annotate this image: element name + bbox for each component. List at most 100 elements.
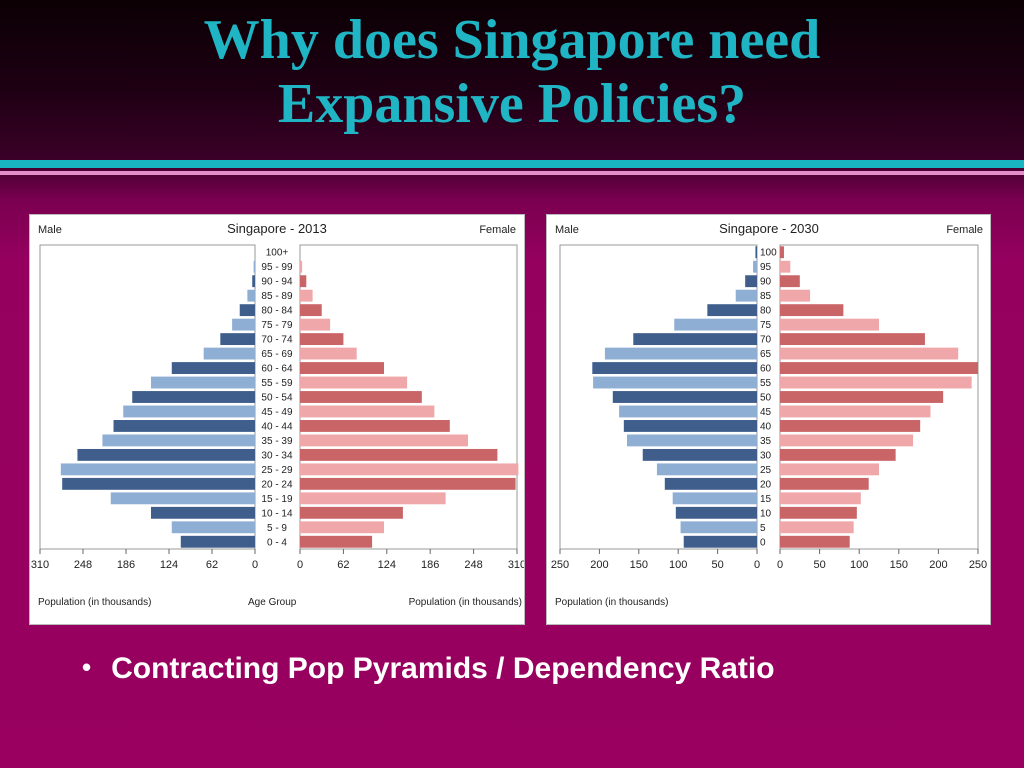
female-bar [780, 347, 959, 360]
female-bar [300, 434, 468, 447]
male-bar [252, 275, 255, 288]
male-bar [626, 434, 757, 447]
male-axis-title: Population (in thousands) [38, 597, 151, 608]
male-bar [755, 246, 757, 259]
male-bar [735, 289, 757, 302]
male-axis-tick-label: 150 [630, 559, 648, 571]
male-bar [180, 535, 255, 548]
age-group-label: 15 - 19 [261, 494, 293, 505]
slide-title: Why does Singapore need Expansive Polici… [0, 0, 1024, 136]
male-bar [239, 304, 255, 317]
female-axis-tick-label: 250 [969, 559, 987, 571]
age-group-label: 50 [760, 393, 772, 404]
age-group-label: 45 [760, 407, 772, 418]
age-group-label: 80 - 84 [261, 306, 293, 317]
age-group-label: 70 - 74 [261, 335, 293, 346]
male-bar [593, 376, 757, 389]
age-group-label: 90 [760, 277, 772, 288]
female-bar [780, 289, 811, 302]
age-group-label: 70 [760, 335, 772, 346]
female-bar [780, 376, 972, 389]
female-bar [780, 246, 784, 259]
male-bar [664, 477, 757, 490]
male-axis-tick-label: 186 [117, 559, 135, 571]
age-group-label: 100 [760, 248, 777, 259]
male-bar [672, 492, 757, 505]
age-group-label: 60 [760, 364, 772, 375]
male-bar [683, 535, 757, 548]
male-label: Male [38, 224, 62, 236]
bullet-item: • Contracting Pop Pyramids / Dependency R… [82, 652, 775, 692]
age-group-label: 10 [760, 508, 772, 519]
age-group-label: 95 - 99 [261, 262, 293, 273]
male-bar [123, 405, 256, 418]
male-axis-tick-label: 200 [590, 559, 608, 571]
male-axis-tick-label: 50 [711, 559, 723, 571]
age-group-label: 0 - 4 [267, 537, 287, 548]
age-group-label: 35 - 39 [261, 436, 293, 447]
male-axis-tick-label: 62 [206, 559, 218, 571]
male-bar [171, 521, 255, 534]
female-label: Female [946, 224, 983, 236]
female-bar [300, 275, 307, 288]
male-bar [247, 289, 255, 302]
age-group-label: 95 [760, 262, 772, 273]
male-axis-tick-label: 124 [160, 559, 178, 571]
female-bar [780, 275, 800, 288]
title-divider-teal [0, 160, 1024, 168]
pyramid-2013-chart: Male Singapore - 2013 Female 100+ 95 - 99 90 … [31, 221, 524, 608]
male-bar [102, 434, 255, 447]
male-bar [612, 391, 757, 403]
female-bar [300, 289, 313, 302]
female-axis-tick-label: 0 [777, 559, 783, 571]
female-bar [300, 333, 344, 346]
female-bar [780, 420, 921, 432]
age-group-label: 20 - 24 [261, 479, 293, 490]
bullet-text: Contracting Pop Pyramids / Dependency Ra… [111, 652, 775, 685]
chart-title: Singapore - 2013 [227, 221, 327, 236]
slide-title-line2: Expansive Policies? [277, 73, 747, 135]
female-axis-tick-label: 248 [464, 559, 482, 571]
male-bar [633, 333, 757, 346]
age-group-label: 30 - 34 [261, 450, 293, 461]
male-bar [220, 333, 255, 346]
male-bar [623, 420, 757, 432]
female-bar [300, 448, 498, 461]
female-axis-tick-label: 100 [850, 559, 868, 571]
female-bar [300, 304, 322, 317]
male-bar [171, 362, 255, 374]
female-bar [300, 347, 357, 360]
male-bar [592, 362, 757, 374]
female-bar [300, 362, 384, 374]
age-group-label: 65 [760, 349, 772, 360]
male-bar [642, 448, 757, 461]
male-bar [232, 318, 255, 331]
male-axis-tick-label: 100 [669, 559, 687, 571]
age-group-label: 15 [760, 494, 772, 505]
male-axis-tick-label: 0 [754, 559, 760, 571]
female-axis-tick-label: 62 [337, 559, 349, 571]
female-bar [300, 477, 516, 490]
female-bar [780, 492, 861, 505]
female-axis-tick-label: 150 [890, 559, 908, 571]
male-bar [60, 463, 255, 476]
male-bar [675, 506, 757, 519]
female-bar [300, 521, 384, 534]
slide-title-line1: Why does Singapore need [203, 9, 821, 71]
bullet-dot-icon: • [82, 652, 92, 682]
age-group-label: 55 [760, 378, 772, 389]
female-bar [300, 535, 373, 548]
age-group-label: 20 [760, 479, 772, 490]
female-bar [300, 506, 403, 519]
female-bar [780, 463, 879, 476]
male-bar [253, 260, 255, 273]
female-bar [780, 304, 844, 317]
female-label: Female [479, 224, 516, 236]
female-bar [780, 405, 931, 418]
male-axis-title: Population (in thousands) [555, 597, 668, 608]
male-bar [619, 405, 757, 418]
age-group-label: 5 - 9 [267, 523, 287, 534]
male-bar [132, 391, 255, 403]
male-axis-tick-label: 0 [252, 559, 258, 571]
female-bar [780, 434, 914, 447]
